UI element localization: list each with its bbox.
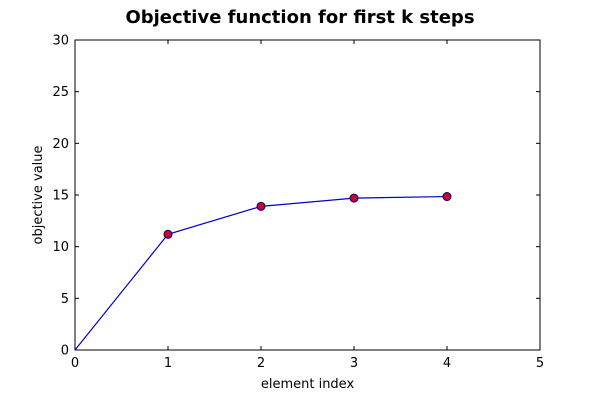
y-tick-label: 10 bbox=[52, 240, 69, 255]
data-point bbox=[256, 201, 266, 211]
plot-area: 0 1 2 3 4 5 0 5 10 15 20 25 30 bbox=[52, 34, 544, 372]
x-tick-label: 5 bbox=[536, 356, 544, 371]
y-axis-label: objective value bbox=[31, 145, 46, 244]
y-tick-label: 20 bbox=[52, 137, 69, 152]
x-tick-label: 1 bbox=[164, 356, 172, 371]
y-tick-label: 25 bbox=[52, 85, 69, 100]
y-tick-label: 15 bbox=[52, 189, 69, 204]
x-tick-label: 0 bbox=[71, 356, 79, 371]
plot-frame bbox=[74, 39, 541, 351]
x-tick-label: 3 bbox=[350, 356, 358, 371]
x-tick-label: 2 bbox=[257, 356, 265, 371]
y-tick-label: 0 bbox=[61, 344, 69, 359]
x-axis-label: element index bbox=[261, 377, 355, 392]
y-tick-label: 5 bbox=[61, 292, 69, 307]
y-tick-label: 30 bbox=[52, 34, 69, 49]
data-point bbox=[349, 193, 359, 203]
data-point bbox=[163, 229, 173, 239]
chart-title: Objective function for first k steps bbox=[125, 7, 474, 28]
data-point bbox=[442, 192, 452, 202]
series-line bbox=[74, 195, 448, 351]
x-tick-label: 4 bbox=[443, 356, 451, 371]
